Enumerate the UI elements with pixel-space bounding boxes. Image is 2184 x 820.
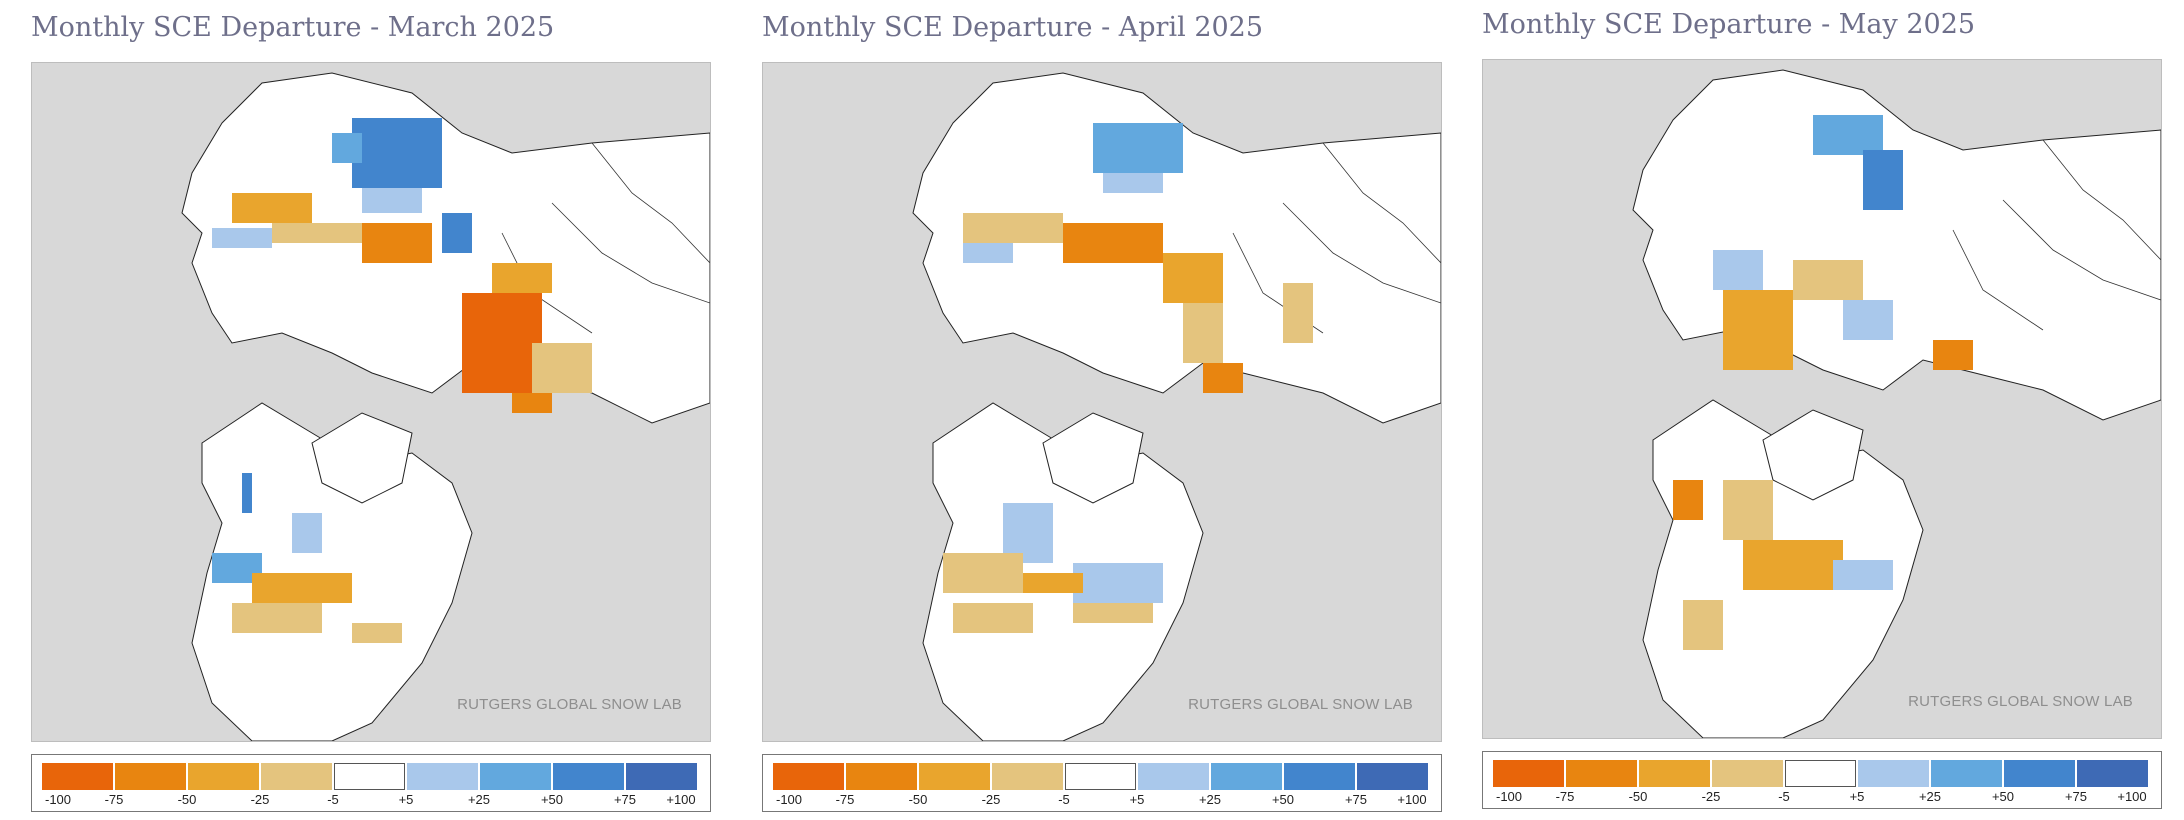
legend-label: -5 xyxy=(1058,792,1070,807)
panel-title: Monthly SCE Departure - April 2025 xyxy=(762,12,1264,43)
legend-labels: -100 -75 -50 -25 -5 +5 +25 +50 +75 +100 xyxy=(763,792,1441,808)
legend-swatch xyxy=(553,763,624,790)
legend-label: +75 xyxy=(1344,792,1368,807)
departure-cells xyxy=(1673,115,1973,650)
legend: -100 -75 -50 -25 -5 +5 +25 +50 +75 +100 xyxy=(1482,751,2162,809)
panel-title: Monthly SCE Departure - March 2025 xyxy=(31,12,555,43)
legend-swatch xyxy=(2077,760,2148,787)
legend-label: +75 xyxy=(613,792,637,807)
departure-cells xyxy=(943,123,1313,633)
legend-label: -100 xyxy=(44,792,72,807)
legend-swatch xyxy=(773,763,844,790)
legend-swatch xyxy=(1931,760,2002,787)
watermark-label: RUTGERS GLOBAL SNOW LAB xyxy=(1908,693,2133,710)
legend-swatch xyxy=(407,763,478,790)
snow-departure-map: RUTGERS GLOBAL SNOW LAB xyxy=(762,62,1442,742)
legend-swatch xyxy=(2004,760,2075,787)
legend-label: +50 xyxy=(540,792,564,807)
legend-swatch xyxy=(1639,760,1710,787)
legend-label: +50 xyxy=(1991,789,2015,804)
legend-label: -5 xyxy=(327,792,339,807)
legend-label: -75 xyxy=(104,792,124,807)
legend-label: -50 xyxy=(1628,789,1648,804)
legend-swatch xyxy=(1493,760,1564,787)
legend-label: +100 xyxy=(1397,792,1427,807)
legend-label: -5 xyxy=(1778,789,1790,804)
legend-label: -50 xyxy=(908,792,928,807)
watermark-label: RUTGERS GLOBAL SNOW LAB xyxy=(457,696,682,713)
snow-departure-map: RUTGERS GLOBAL SNOW LAB xyxy=(31,62,711,742)
legend-label: -75 xyxy=(1555,789,1575,804)
legend-swatch xyxy=(919,763,990,790)
legend-label: -25 xyxy=(981,792,1001,807)
legend: -100 -75 -50 -25 -5 +5 +25 +50 +75 +100 xyxy=(762,754,1442,812)
legend-swatches xyxy=(42,763,697,790)
legend-swatch xyxy=(115,763,186,790)
legend-swatch xyxy=(1712,760,1783,787)
legend-labels: -100 -75 -50 -25 -5 +5 +25 +50 +75 +100 xyxy=(32,792,710,808)
legend-label: +100 xyxy=(666,792,696,807)
departure-cells xyxy=(212,118,592,643)
legend-swatch xyxy=(261,763,332,790)
legend-label: +100 xyxy=(2117,789,2147,804)
map-canvas xyxy=(912,72,1441,741)
legend-labels: -100 -75 -50 -25 -5 +5 +25 +50 +75 +100 xyxy=(1483,789,2161,805)
legend-label: +25 xyxy=(1918,789,1942,804)
legend-label: -75 xyxy=(835,792,855,807)
legend-label: -100 xyxy=(1495,789,1523,804)
legend-swatch xyxy=(992,763,1063,790)
legend-swatch xyxy=(1785,760,1856,787)
legend-swatch xyxy=(1211,763,1282,790)
legend-swatch xyxy=(1065,763,1136,790)
legend-label: +5 xyxy=(1129,792,1145,807)
legend-swatch xyxy=(1357,763,1428,790)
map-canvas xyxy=(181,72,710,741)
legend-label: +5 xyxy=(1849,789,1865,804)
legend-swatch xyxy=(480,763,551,790)
legend-swatch xyxy=(1566,760,1637,787)
legend-label: -50 xyxy=(177,792,197,807)
legend-swatch xyxy=(1858,760,1929,787)
legend-swatch xyxy=(42,763,113,790)
legend-label: -25 xyxy=(1701,789,1721,804)
legend-label: +5 xyxy=(398,792,414,807)
watermark-label: RUTGERS GLOBAL SNOW LAB xyxy=(1188,696,1413,713)
legend-swatch xyxy=(188,763,259,790)
legend-label: -100 xyxy=(775,792,803,807)
legend-label: +25 xyxy=(467,792,491,807)
legend-swatches xyxy=(1493,760,2148,787)
legend: -100 -75 -50 -25 -5 +5 +25 +50 +75 +100 xyxy=(31,754,711,812)
map-canvas xyxy=(1632,69,2161,738)
legend-swatch xyxy=(1284,763,1355,790)
legend-label: +25 xyxy=(1198,792,1222,807)
legend-label: +75 xyxy=(2064,789,2088,804)
legend-swatches xyxy=(773,763,1428,790)
legend-label: -25 xyxy=(250,792,270,807)
snow-departure-map: RUTGERS GLOBAL SNOW LAB xyxy=(1482,59,2162,739)
legend-label: +50 xyxy=(1271,792,1295,807)
legend-swatch xyxy=(626,763,697,790)
legend-swatch xyxy=(334,763,405,790)
legend-swatch xyxy=(846,763,917,790)
legend-swatch xyxy=(1138,763,1209,790)
panel-title: Monthly SCE Departure - May 2025 xyxy=(1482,9,1976,40)
